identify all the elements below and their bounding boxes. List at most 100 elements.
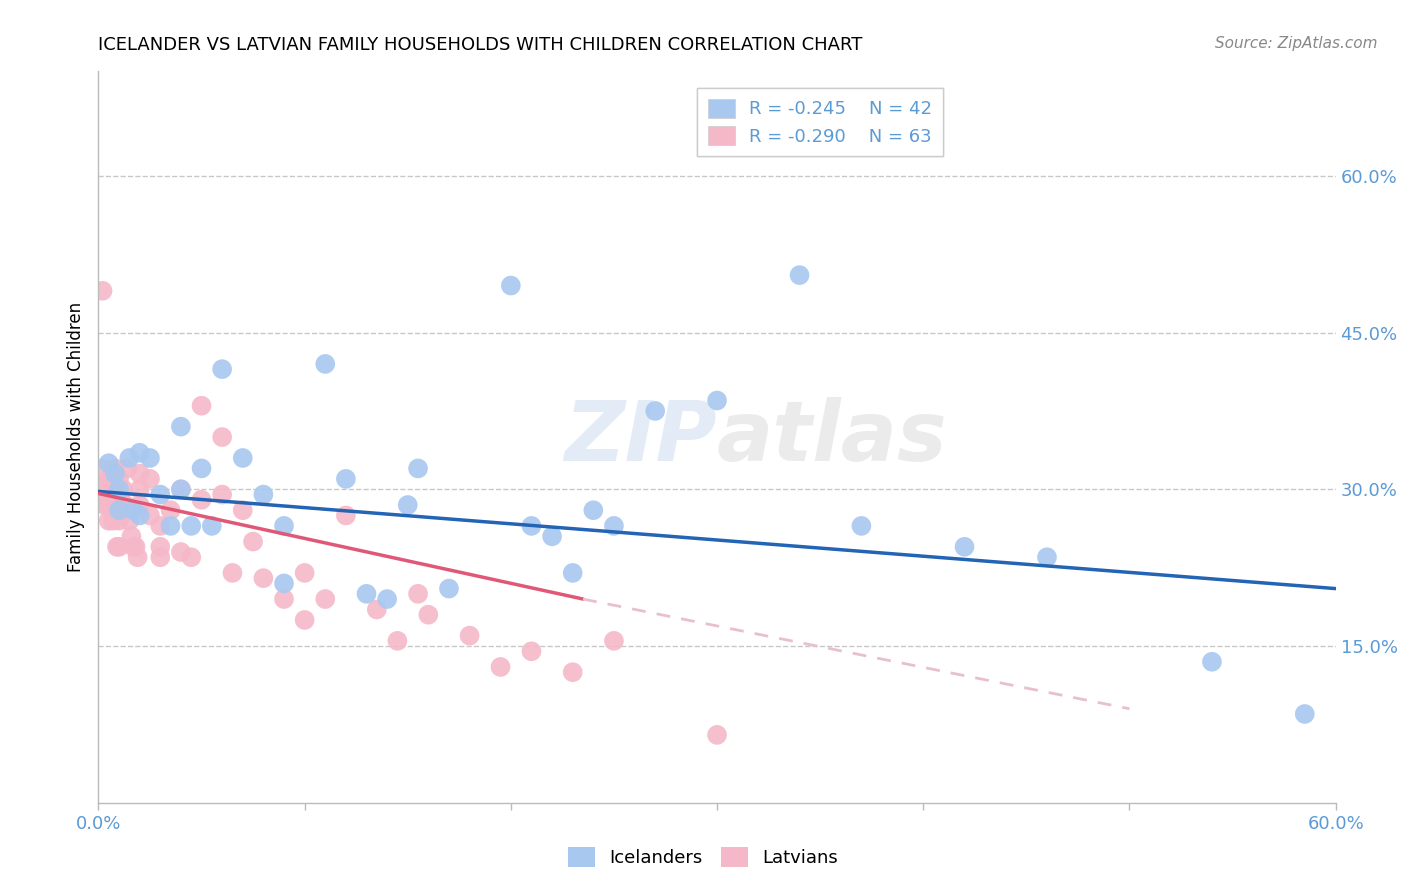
Point <box>190 399 212 413</box>
Point <box>273 592 295 607</box>
Point <box>489 660 512 674</box>
Point <box>170 545 193 559</box>
Point <box>406 461 429 475</box>
Point <box>366 602 388 616</box>
Point <box>953 540 976 554</box>
Point <box>170 419 193 434</box>
Point <box>108 483 131 497</box>
Point <box>96 498 118 512</box>
Point <box>118 450 141 465</box>
Point <box>128 483 150 497</box>
Point <box>97 514 120 528</box>
Point <box>335 508 357 523</box>
Point <box>375 592 398 607</box>
Point <box>356 587 378 601</box>
Point <box>108 540 131 554</box>
Point <box>418 607 440 622</box>
Point <box>211 430 233 444</box>
Point <box>91 284 114 298</box>
Y-axis label: Family Households with Children: Family Households with Children <box>66 302 84 572</box>
Point <box>108 503 131 517</box>
Point <box>242 534 264 549</box>
Point <box>128 498 150 512</box>
Point <box>139 450 162 465</box>
Point <box>221 566 243 580</box>
Point <box>108 514 131 528</box>
Point <box>104 498 127 512</box>
Point <box>149 487 172 501</box>
Point <box>180 550 202 565</box>
Point <box>159 519 181 533</box>
Point <box>706 393 728 408</box>
Point <box>396 498 419 512</box>
Point <box>190 492 212 507</box>
Point <box>149 519 172 533</box>
Text: ZIP: ZIP <box>564 397 717 477</box>
Point <box>644 404 666 418</box>
Text: atlas: atlas <box>717 397 948 477</box>
Point <box>124 540 146 554</box>
Point <box>1201 655 1223 669</box>
Point <box>582 503 605 517</box>
Point <box>149 550 172 565</box>
Point <box>294 613 316 627</box>
Point <box>603 633 626 648</box>
Point <box>335 472 357 486</box>
Point <box>520 519 543 533</box>
Point <box>170 483 193 497</box>
Legend: R = -0.245    N = 42, R = -0.290    N = 63: R = -0.245 N = 42, R = -0.290 N = 63 <box>697 87 943 156</box>
Point <box>139 472 162 486</box>
Point <box>100 472 122 486</box>
Point <box>273 519 295 533</box>
Point <box>603 519 626 533</box>
Point <box>101 483 124 497</box>
Point <box>104 461 127 475</box>
Point <box>252 571 274 585</box>
Point <box>273 576 295 591</box>
Point <box>406 587 429 601</box>
Point <box>93 498 115 512</box>
Legend: Icelanders, Latvians: Icelanders, Latvians <box>561 839 845 874</box>
Point <box>211 487 233 501</box>
Point <box>100 483 122 497</box>
Point <box>128 446 150 460</box>
Point <box>789 268 811 282</box>
Point <box>1294 706 1316 721</box>
Point <box>112 483 135 497</box>
Point <box>706 728 728 742</box>
Point <box>170 483 193 497</box>
Point <box>97 456 120 470</box>
Point <box>1036 550 1059 565</box>
Point <box>314 592 336 607</box>
Point <box>232 503 254 517</box>
Point <box>211 362 233 376</box>
Point <box>139 508 162 523</box>
Point <box>122 540 145 554</box>
Point <box>108 472 131 486</box>
Point <box>104 467 127 481</box>
Point <box>180 519 202 533</box>
Point <box>117 461 139 475</box>
Point <box>149 540 172 554</box>
Point <box>294 566 316 580</box>
Point <box>159 503 181 517</box>
Point <box>114 498 136 512</box>
Text: Source: ZipAtlas.com: Source: ZipAtlas.com <box>1215 36 1378 51</box>
Point <box>387 633 409 648</box>
Point <box>105 503 128 517</box>
Text: ICELANDER VS LATVIAN FAMILY HOUSEHOLDS WITH CHILDREN CORRELATION CHART: ICELANDER VS LATVIAN FAMILY HOUSEHOLDS W… <box>98 36 863 54</box>
Point <box>101 514 124 528</box>
Point <box>105 540 128 554</box>
Point <box>122 503 145 517</box>
Point <box>190 461 212 475</box>
Point <box>499 278 522 293</box>
Point <box>108 492 131 507</box>
Point <box>128 467 150 481</box>
Point <box>541 529 564 543</box>
Point <box>520 644 543 658</box>
Point <box>561 665 583 680</box>
Point <box>93 477 115 491</box>
Point <box>314 357 336 371</box>
Point <box>127 550 149 565</box>
Point <box>120 529 142 543</box>
